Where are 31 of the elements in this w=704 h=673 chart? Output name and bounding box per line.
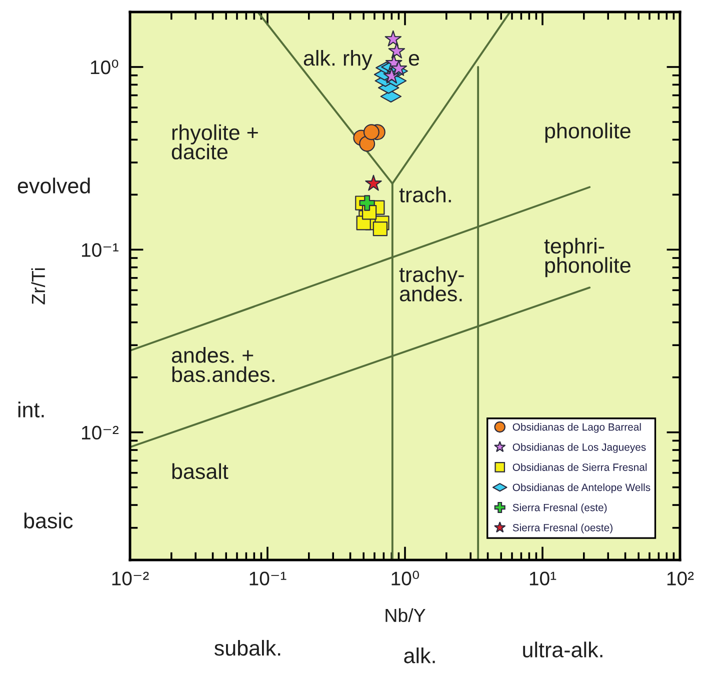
legend-label: Obsidianas de Los Jagueyes <box>512 443 646 453</box>
x-tick-label: 10¹ <box>530 572 556 586</box>
y-axis-title: Zr/Ti <box>31 268 46 304</box>
x-axis-title: Nb/Y <box>386 608 426 622</box>
text: int. <box>18 402 44 418</box>
x-tick-label: 10⁰ <box>392 570 420 586</box>
y-tick-label: 10⁰ <box>90 60 118 74</box>
annotation: rhyolite + dacite <box>172 124 258 160</box>
text: subalk. <box>214 640 280 656</box>
text: alk. <box>404 648 435 664</box>
legend-label: Sierra Fresnal (este) <box>512 504 607 514</box>
annotation: andes. + bas.andes. <box>172 347 274 382</box>
x-tick-label: 10⁻¹ <box>250 572 286 586</box>
y-tick-label: 10⁻² <box>82 426 119 440</box>
legend-label: Obsidianas de Sierra Fresnal <box>512 463 647 471</box>
text: ultra-alk. <box>523 642 602 658</box>
x-tick-label: 10⁻² <box>112 572 149 586</box>
annotation: alk. rhy <box>304 50 372 70</box>
annotation: e <box>408 54 420 66</box>
annotation: basalt <box>172 463 228 480</box>
y-tick-label: 10⁻¹ <box>82 243 118 257</box>
annotation: trachy- andes. <box>399 266 464 302</box>
legend-label: Obsidianas de Lago Barreal <box>512 423 641 433</box>
x-tick-label: 10² <box>667 572 694 586</box>
legend-label: Obsidianas de Antelope Wells <box>512 483 650 494</box>
text: evolved <box>18 178 90 194</box>
annotation: phonolite <box>545 122 630 143</box>
annotation: trach. <box>399 186 451 202</box>
legend-label: Sierra Fresnal (oeste) <box>512 524 612 534</box>
text: basic <box>24 512 73 528</box>
annotation: tephri- phonolite <box>544 238 630 278</box>
